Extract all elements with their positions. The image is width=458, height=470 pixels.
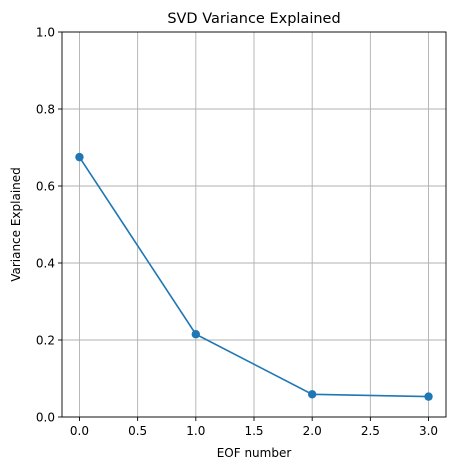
y-tick-label: 1.0: [36, 26, 55, 40]
y-tick-label: 0.0: [36, 411, 55, 425]
chart-title: SVD Variance Explained: [167, 11, 340, 27]
x-axis: 0.0 0.5 1.0 1.5 2.0 2.5 3.0: [70, 417, 438, 438]
y-axis: 0.0 0.2 0.4 0.6 0.8 1.0: [36, 26, 62, 425]
y-tick-label: 0.4: [36, 257, 55, 271]
x-tick-label: 1.5: [244, 424, 263, 438]
series-layer: [75, 152, 433, 401]
x-tick-label: 0.5: [128, 424, 147, 438]
x-tick-label: 0.0: [70, 424, 89, 438]
y-tick-label: 0.8: [36, 103, 55, 117]
x-tick-label: 3.0: [419, 424, 438, 438]
y-tick-label: 0.2: [36, 334, 55, 348]
grid: [62, 31, 446, 418]
y-tick-label: 0.6: [36, 180, 55, 194]
x-tick-label: 2.5: [361, 424, 380, 438]
data-point: [75, 152, 84, 162]
data-point: [191, 330, 201, 339]
series-line: [78, 156, 429, 398]
x-axis-label: EOF number: [217, 446, 292, 460]
x-tick-label: 1.0: [186, 424, 205, 438]
data-point: [424, 392, 433, 401]
y-axis-label: Variance Explained: [9, 167, 23, 282]
data-point: [307, 390, 317, 399]
x-tick-label: 2.0: [303, 424, 322, 438]
